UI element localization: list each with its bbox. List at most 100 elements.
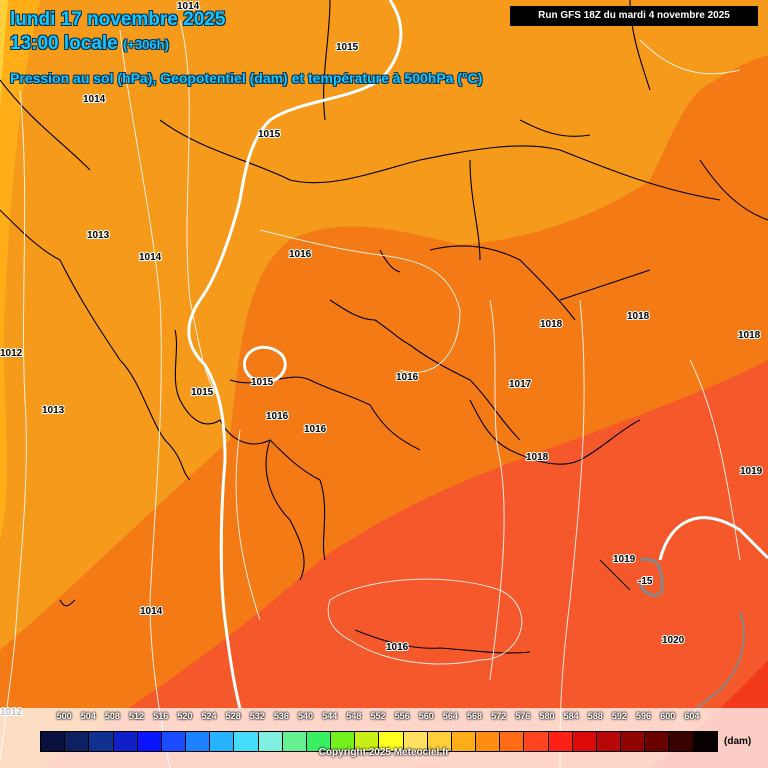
legend-swatch <box>234 732 259 751</box>
legend-swatch <box>645 732 670 751</box>
legend-swatch <box>572 732 597 751</box>
pressure-label: 1013 <box>87 230 110 241</box>
legend-tick-labels: 500 504 508 512 516 520 524 528 532 536 540 544 548 5… <box>40 711 716 723</box>
legend-tick-label: 556 <box>394 711 410 721</box>
legend-swatch <box>427 732 452 751</box>
legend-swatch <box>186 732 211 751</box>
pressure-label: 1014 <box>140 606 163 617</box>
legend-tick-label: 532 <box>249 711 265 721</box>
coastlines <box>0 0 768 654</box>
isotherm-minus15 <box>638 557 664 597</box>
pressure-label: 1014 <box>177 1 200 12</box>
pressure-label: 1015 <box>251 377 274 388</box>
local-time: 13:00 locale <box>10 33 118 54</box>
legend-tick-label: 568 <box>467 711 483 721</box>
pressure-label: 1017 <box>509 379 532 390</box>
legend-swatch <box>282 732 307 751</box>
legend-swatch <box>258 732 283 751</box>
legend-tick-label: 600 <box>660 711 676 721</box>
pressure-label: 1019 <box>613 554 636 565</box>
legend-swatch <box>161 732 187 751</box>
legend-tick-label: 536 <box>273 711 289 721</box>
legend-swatch <box>500 732 525 751</box>
legend-tick-label: 516 <box>153 711 169 721</box>
legend-swatch <box>355 732 380 751</box>
legend-tick-label: 548 <box>346 711 362 721</box>
pressure-label: 1015 <box>191 387 214 398</box>
pressure-label: 1016 <box>289 249 312 260</box>
legend-swatch <box>331 732 356 751</box>
pressure-label: 1015 <box>336 42 359 53</box>
legend-tick-label: 508 <box>104 711 120 721</box>
map-subtitle: Pression au sol (hPa), Geopotentiel (dam… <box>10 70 483 86</box>
legend-tick-label: 552 <box>370 711 386 721</box>
legend-tick-label: 576 <box>515 711 531 721</box>
band-568-west <box>0 0 40 540</box>
pressure-label: 1014 <box>83 94 106 105</box>
pressure-label: 1018 <box>526 452 549 463</box>
legend-tick-label: 564 <box>442 711 458 721</box>
band-564-corner <box>0 0 8 110</box>
legend-swatch <box>137 732 162 751</box>
legend-tick-label: 584 <box>563 711 579 721</box>
forecast-offset: (+306h) <box>123 37 169 52</box>
pressure-label: 1018 <box>738 330 761 341</box>
legend-swatch <box>548 732 573 751</box>
legend-tick-label: 604 <box>684 711 700 721</box>
pressure-label: 1018 <box>627 311 650 322</box>
legend-tick-label: 504 <box>80 711 96 721</box>
legend-swatch <box>306 732 332 751</box>
color-legend: 500 504 508 512 516 520 524 528 532 536 540 544 548 5… <box>0 708 768 768</box>
pressure-label: 1015 <box>258 129 281 140</box>
legend-swatch <box>476 732 501 751</box>
legend-swatch <box>403 732 428 751</box>
legend-tick-label: 580 <box>539 711 555 721</box>
legend-swatch <box>524 732 549 751</box>
forecast-date: lundi 17 novembre 2025 <box>10 9 226 30</box>
band-580 <box>40 360 768 768</box>
legend-colorbar <box>40 731 718 752</box>
legend-swatch <box>379 732 404 751</box>
pressure-label: 1016 <box>386 642 409 653</box>
forecast-time: 13:00 locale (+306h) <box>10 33 169 55</box>
legend-unit: (dam) <box>724 736 752 747</box>
legend-tick-label: 596 <box>636 711 652 721</box>
legend-tick-label: 588 <box>587 711 603 721</box>
legend-swatch <box>693 732 717 751</box>
pressure-label: 1014 <box>139 252 162 263</box>
legend-tick-label: 500 <box>56 711 72 721</box>
legend-tick-label: 524 <box>201 711 217 721</box>
pressure-label: 1016 <box>266 411 289 422</box>
isobar-1015-loop <box>242 345 287 384</box>
legend-tick-label: 560 <box>418 711 434 721</box>
legend-swatch <box>621 732 646 751</box>
pressure-label: 1020 <box>662 635 685 646</box>
legend-tick-label: 572 <box>491 711 507 721</box>
legend-swatch <box>113 732 138 751</box>
legend-tick-label: 520 <box>177 711 193 721</box>
pressure-label: 1019 <box>740 466 763 477</box>
legend-tick-label: 512 <box>129 711 145 721</box>
legend-swatch <box>451 732 477 751</box>
pressure-label: 1016 <box>304 424 327 435</box>
legend-swatch <box>65 732 90 751</box>
legend-tick-label: 544 <box>322 711 338 721</box>
legend-swatch <box>669 732 694 751</box>
isotherm-east <box>658 516 768 561</box>
legend-tick-label: 592 <box>611 711 627 721</box>
geopotential-line <box>187 0 403 709</box>
legend-swatch <box>596 732 622 751</box>
legend-swatch <box>210 732 235 751</box>
legend-swatch <box>41 732 66 751</box>
legend-swatch <box>89 732 114 751</box>
pressure-label: 1013 <box>42 405 65 416</box>
isobars <box>0 19 741 768</box>
pressure-label: -15 <box>638 576 653 587</box>
pressure-label: 1016 <box>396 372 419 383</box>
copyright-text: Copyright 2025 Meteociel.fr <box>318 747 450 758</box>
run-info-badge: Run GFS 18Z du mardi 4 novembre 2025 <box>510 6 758 26</box>
pressure-label: 1018 <box>540 319 563 330</box>
pressure-label: 1012 <box>0 348 23 359</box>
legend-tick-label: 528 <box>225 711 241 721</box>
